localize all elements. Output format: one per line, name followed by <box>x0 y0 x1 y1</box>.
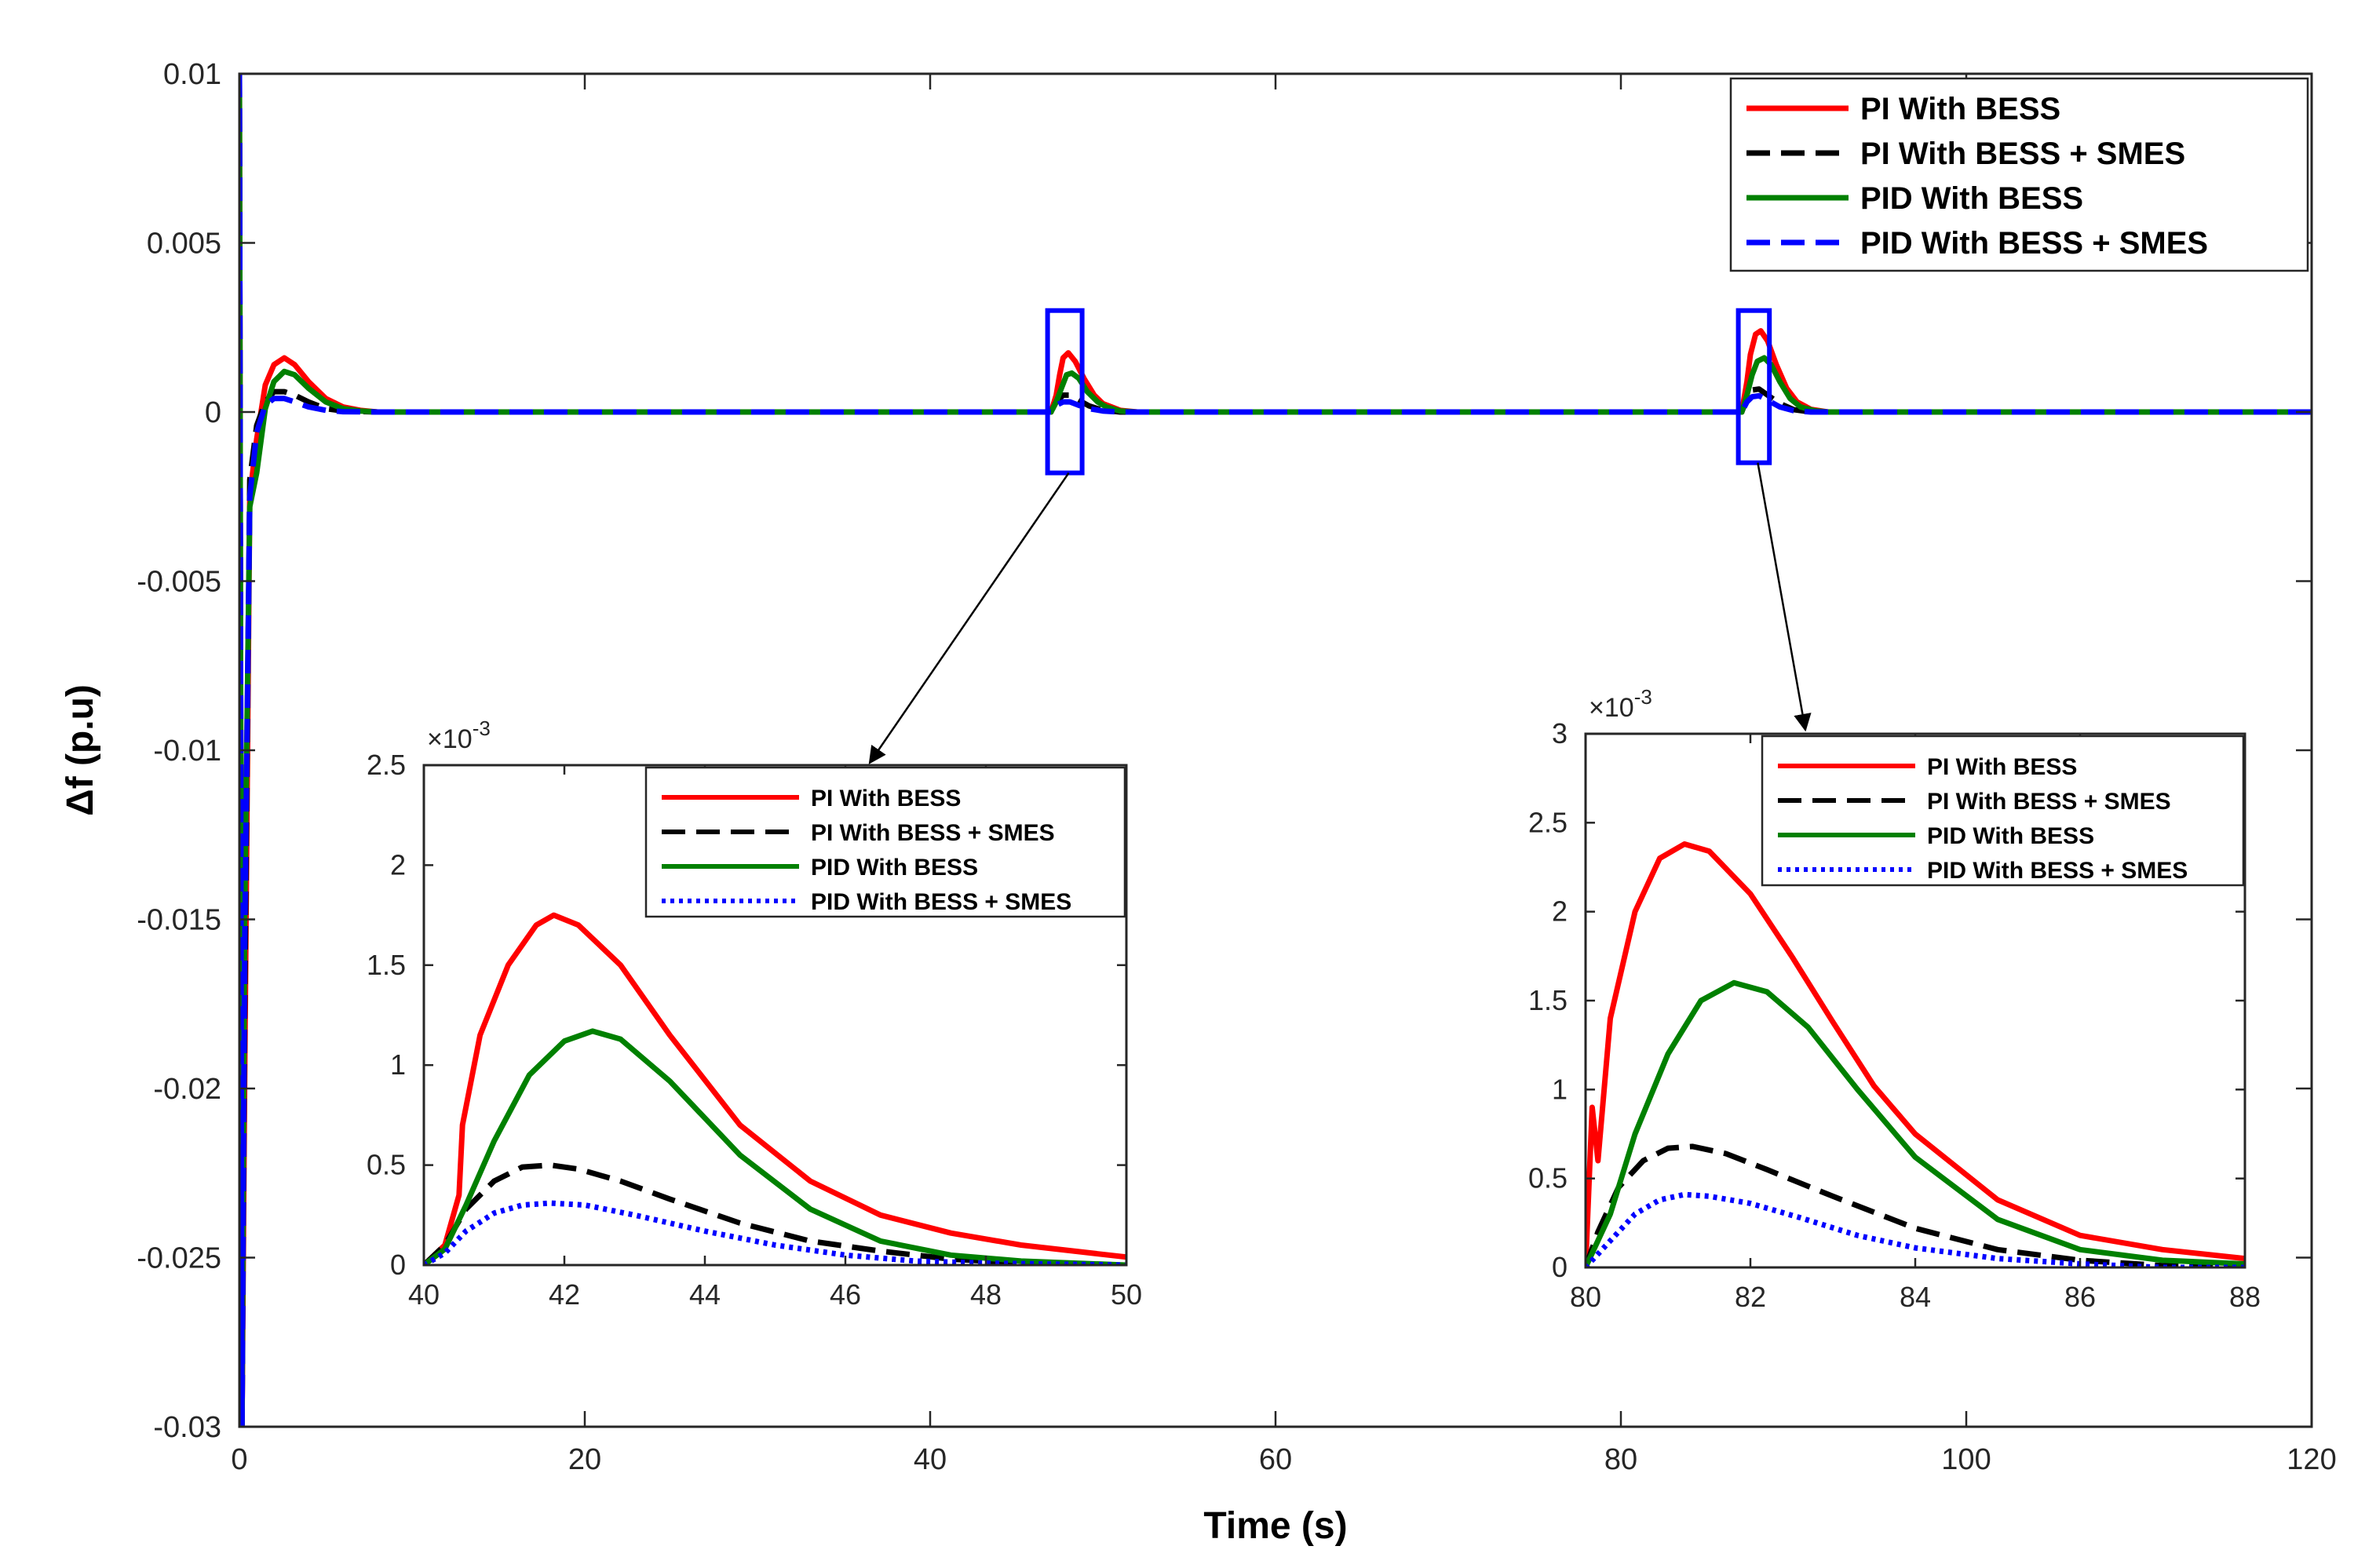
x-axis-title: Time (s) <box>1203 1505 1347 1547</box>
main-y-tick-label: -0.025 <box>137 1242 221 1275</box>
zoom-arrow-1 <box>868 472 1070 764</box>
inset1-y-tick-label: 0.5 <box>367 1149 406 1181</box>
inset1-legend-label: PID With BESS + SMES <box>811 889 1071 915</box>
inset1-y-tick-label: 2 <box>390 848 406 881</box>
inset1-x-tick-label: 44 <box>689 1278 721 1311</box>
main-y-tick-label: -0.01 <box>153 735 221 768</box>
main-x-tick-label: 80 <box>1604 1443 1637 1476</box>
inset2-x-tick-label: 88 <box>2229 1281 2261 1313</box>
main-x-tick-label: 120 <box>2287 1443 2336 1476</box>
inset1-y-tick-label: 2.5 <box>367 749 406 781</box>
main-series-line-4 <box>239 74 2312 1427</box>
inset2-legend-box <box>1761 735 2245 887</box>
inset2-series-line-4 <box>1586 1191 2245 1267</box>
inset2-y-tick-label: 1 <box>1552 1073 1568 1105</box>
main-y-tick-label: -0.005 <box>137 566 221 599</box>
main-y-tick-label: 0 <box>205 396 221 429</box>
inset2-series-group <box>1586 841 2245 1267</box>
inset2-x-tick-label: 84 <box>1900 1281 1931 1313</box>
inset2-y-tick-label: 3 <box>1552 717 1568 749</box>
main-x-tick-label: 20 <box>568 1443 601 1476</box>
y-axis-title: Δf (p.u) <box>60 684 101 816</box>
main-legend-label: PI With BESS <box>1860 92 2060 126</box>
main-x-tick-label: 0 <box>231 1443 247 1476</box>
zoom-annotations <box>868 308 1812 764</box>
inset1-x-tick-label: 46 <box>830 1278 861 1311</box>
inset2-y-tick-label: 2.5 <box>1528 806 1568 838</box>
inset2-y-tick-label: 0.5 <box>1528 1162 1568 1194</box>
inset1-x-tick-label: 40 <box>408 1278 440 1311</box>
inset1-y-tick-label: 0 <box>390 1249 406 1281</box>
inset2-series-line-1 <box>1586 841 2245 1267</box>
inset2-legend-label: PID With BESS <box>1927 823 2094 849</box>
main-legend-label: PI With BESS + SMES <box>1860 137 2185 171</box>
zoom-box-2 <box>1735 308 1772 465</box>
zoom-box-1 <box>1045 308 1085 476</box>
inset2-series-line-3 <box>1586 979 2245 1267</box>
inset-plot-80-88: 80 82 84 86 88 0 0.5 1 1.5 2 2.5 3 PI With BESS PI Wi… <box>1528 685 2261 1313</box>
inset2-x-tick-label: 82 <box>1735 1281 1766 1313</box>
inset1-series-line-4 <box>424 1200 1126 1265</box>
main-y-tick-label: 0.005 <box>147 228 221 261</box>
inset1-series-line-3 <box>424 1028 1126 1265</box>
main-series-line-1 <box>239 74 2312 1427</box>
inset1-series-group <box>424 912 1126 1265</box>
inset1-x-tick-label: 42 <box>549 1278 580 1311</box>
inset1-x-tick-label: 48 <box>970 1278 1002 1311</box>
inset1-y-multiplier-exponent: -3 <box>473 717 491 740</box>
main-legend-label: PID With BESS <box>1860 181 2083 216</box>
inset2-legend-label: PID With BESS + SMES <box>1927 858 2188 884</box>
inset2-y-tick-label: 0 <box>1552 1251 1568 1283</box>
main-legend-label: PID With BESS + SMES <box>1860 226 2208 261</box>
main-y-tick-label: -0.03 <box>153 1411 221 1444</box>
inset1-axes-frame <box>422 764 1128 1267</box>
inset1-x-tick-label: 50 <box>1111 1278 1142 1311</box>
inset2-legend-label: PI With BESS + SMES <box>1927 789 2171 815</box>
inset2-y-tick-label: 2 <box>1552 895 1568 928</box>
inset1-legend-label: PI With BESS <box>811 786 961 811</box>
inset2-legend-label: PI With BESS <box>1927 754 2077 780</box>
main-x-tick-label: 40 <box>914 1443 947 1476</box>
inset-plot-40-50: 40 42 44 46 48 50 0 0.5 1 1.5 2 2.5 PI With BESS PI W… <box>367 717 1142 1311</box>
inset2-y-multiplier-exponent: -3 <box>1634 685 1652 709</box>
inset2-x-tick-label: 86 <box>2064 1281 2096 1313</box>
inset2-series-line-2 <box>1586 1143 2245 1267</box>
inset1-y-tick-label: 1.5 <box>367 949 406 981</box>
inset2-y-tick-label: 1.5 <box>1528 984 1568 1016</box>
main-y-tick-label: -0.02 <box>153 1073 221 1106</box>
inset1-legend-label: PID With BESS <box>811 855 978 881</box>
main-y-tick-label: 0.01 <box>163 58 221 91</box>
main-y-tick-label: -0.015 <box>137 904 221 937</box>
main-x-tick-label: 100 <box>1941 1443 1991 1476</box>
main-x-tick-label: 60 <box>1259 1443 1292 1476</box>
inset1-y-tick-label: 1 <box>390 1048 406 1081</box>
zoom-arrow-2 <box>1757 462 1812 732</box>
inset1-legend-label: PI With BESS + SMES <box>811 820 1055 846</box>
inset1-series-line-1 <box>424 912 1126 1265</box>
inset2-x-tick-label: 80 <box>1570 1281 1601 1313</box>
inset1-series-line-2 <box>424 1162 1126 1265</box>
inset1-legend-box <box>644 766 1126 918</box>
